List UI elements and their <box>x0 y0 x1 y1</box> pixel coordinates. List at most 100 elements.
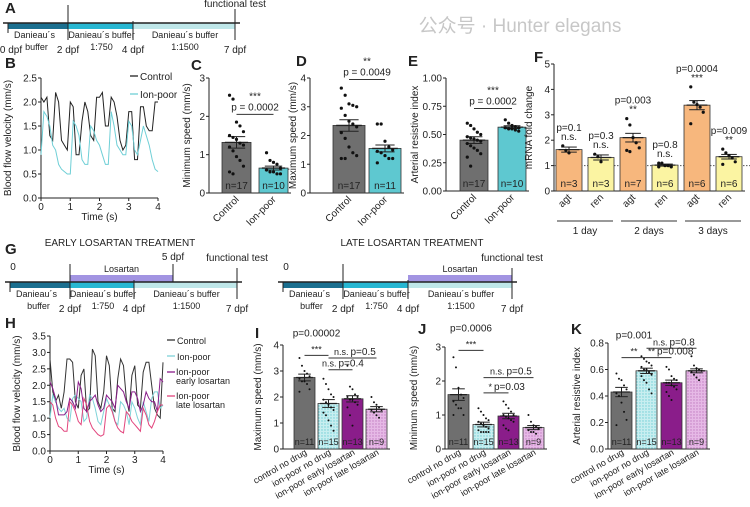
significance-stars: n.s. <box>334 347 349 357</box>
data-point <box>665 391 668 394</box>
x-axis-label: Time (s) <box>88 465 124 476</box>
data-point <box>561 144 565 148</box>
y-tick-label: 2.5 <box>23 74 37 85</box>
buffer-label: Danieau´s <box>289 289 331 299</box>
legend-label: Ion-poor <box>177 352 211 362</box>
buffer-label: Danieau´s buffer <box>68 30 134 40</box>
data-point <box>507 127 511 131</box>
n-label: n=10 <box>262 181 285 192</box>
timeline-title: EARLY LOSARTAN TREATMENT <box>45 238 196 249</box>
data-point <box>348 398 351 401</box>
data-point <box>657 161 661 165</box>
data-point <box>510 410 513 413</box>
y-axis-label: mRNA fold change <box>524 85 535 169</box>
y-tick-label: 0.75 <box>423 102 443 113</box>
data-point <box>339 106 343 110</box>
functional-test-label: functional test <box>481 253 543 264</box>
buffer-segment-1-1500 <box>408 282 512 288</box>
data-point <box>346 364 349 367</box>
data-point <box>479 410 482 413</box>
data-point <box>391 156 395 161</box>
data-point <box>332 409 335 411</box>
n-label: n=13 <box>661 437 681 447</box>
data-point <box>268 158 272 163</box>
data-point <box>387 145 391 149</box>
dilution-label: 1:1500 <box>171 42 199 52</box>
data-point <box>300 364 303 367</box>
data-point <box>689 85 693 89</box>
buffer-label: buffer <box>300 301 323 311</box>
n-label: n=11 <box>295 437 315 447</box>
n-label: n=6 <box>657 179 674 190</box>
data-point <box>380 409 383 411</box>
x-tick-label: 2 <box>97 202 103 213</box>
x-tick-label: 2 <box>104 455 110 466</box>
data-point <box>642 379 645 382</box>
data-point <box>690 355 693 358</box>
data-point <box>727 153 731 158</box>
data-point <box>238 124 242 128</box>
dilution-label: 1:750 <box>92 301 115 311</box>
data-point <box>375 414 378 417</box>
data-point <box>343 113 347 117</box>
significance-stars: n.s. <box>490 367 505 377</box>
x-tick-label: 1 <box>67 202 73 213</box>
dilution-label: 1:1500 <box>447 301 475 311</box>
p-value: p=0.5 <box>507 367 533 378</box>
x-category-label: Control <box>211 194 242 225</box>
y-tick-label: 2 <box>199 112 205 123</box>
data-point <box>454 366 457 369</box>
data-point <box>339 131 343 135</box>
data-point <box>227 93 232 97</box>
data-point <box>378 416 381 419</box>
data-point <box>623 410 626 413</box>
significance-stars: n.s. <box>653 337 668 347</box>
data-point <box>351 151 355 155</box>
data-point <box>306 372 309 375</box>
data-point <box>460 393 463 396</box>
data-point <box>343 156 347 161</box>
data-point <box>504 427 507 430</box>
data-point <box>479 431 482 433</box>
data-point <box>623 384 626 387</box>
data-point <box>645 368 648 371</box>
data-point <box>308 388 311 391</box>
data-point <box>485 431 488 433</box>
data-point <box>356 396 359 398</box>
p-value: p=0.4 <box>339 359 365 370</box>
data-point <box>462 397 465 399</box>
data-point <box>625 388 628 391</box>
data-point <box>469 123 473 128</box>
data-point <box>593 152 597 156</box>
data-point <box>689 122 693 126</box>
data-point <box>648 388 651 391</box>
y-axis-label: Arterial resistive index <box>410 86 421 184</box>
data-point <box>234 137 239 141</box>
series-line-ion-poor-early-losartan <box>49 377 164 416</box>
p-value: p=0.008 <box>657 347 694 358</box>
y-tick-label: 1 <box>300 160 306 171</box>
legend-label: Control <box>140 72 172 83</box>
panel-letter-e: E <box>408 53 418 70</box>
x-tick-label: 0 <box>47 455 53 466</box>
y-axis-label: Maximum speed (mm/s) <box>253 343 264 450</box>
data-point <box>375 161 379 165</box>
series-line-ion-poor-late-losartan <box>49 396 163 437</box>
panel-letter-i: I <box>255 325 259 342</box>
y-tick-label: 3 <box>435 343 441 354</box>
group-label: 1 day <box>573 226 597 237</box>
data-point <box>667 381 670 384</box>
data-point <box>300 380 303 383</box>
y-tick-label: 0 <box>435 445 441 456</box>
y-axis-label: Minimum speed (mm/s) <box>409 346 420 450</box>
n-label: n=15 <box>473 437 493 447</box>
data-point <box>724 151 728 155</box>
y-tick-label: 0.4 <box>590 392 604 403</box>
x-category-label: Ion-poor <box>245 194 280 229</box>
data-point <box>730 156 734 160</box>
day-label: 7 dpf <box>224 45 246 56</box>
data-point <box>479 422 482 425</box>
data-point <box>670 375 673 378</box>
data-point <box>645 360 648 363</box>
y-tick-label: 0 <box>199 189 205 200</box>
